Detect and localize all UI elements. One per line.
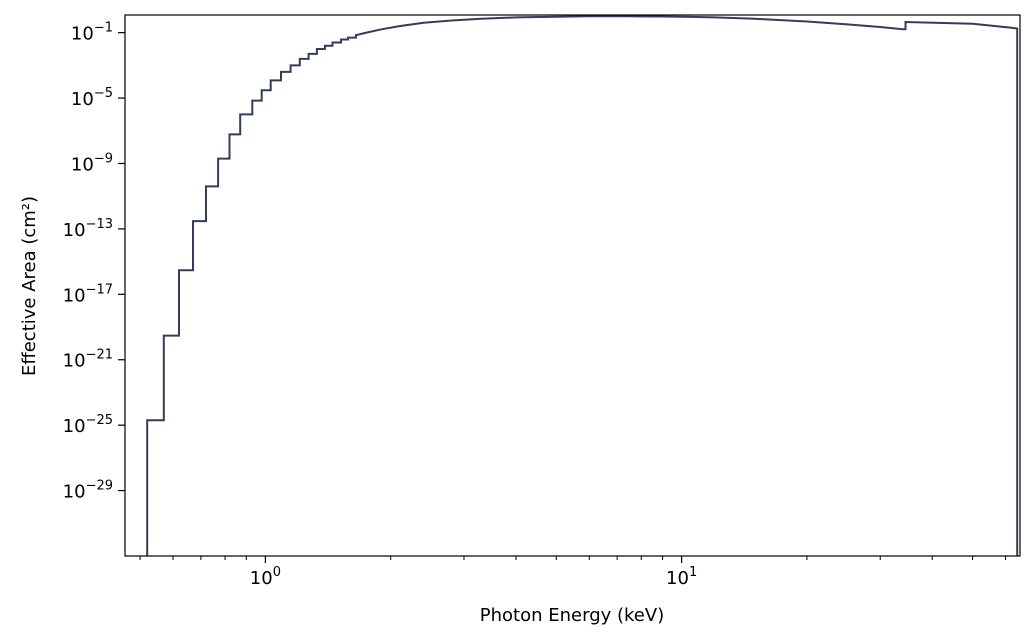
y-tick-label: 10−13: [63, 217, 113, 241]
y-tick-label: 10−17: [63, 282, 113, 306]
effective-area-series-line: [146, 15, 1019, 556]
y-axis-ticks: 10−1 10−5 10−9 10−13 10−17 10−21 10−25 10−29: [63, 21, 125, 503]
y-axis-label: Effective Area (cm²): [19, 196, 40, 376]
x-axis-label: Photon Energy (keV): [480, 605, 664, 626]
y-tick-label: 10−25: [63, 413, 113, 437]
x-tick-label: 101: [666, 565, 697, 589]
y-tick-label: 10−21: [63, 348, 113, 372]
x-tick-label: 100: [250, 565, 281, 589]
y-tick-label: 10−29: [63, 479, 113, 503]
y-tick-label: 10−5: [71, 86, 113, 110]
plot-area-frame: [124, 14, 1021, 557]
y-tick-label: 10−1: [71, 21, 113, 45]
x-axis-ticks: 100 101: [139, 556, 1007, 589]
y-tick-label: 10−9: [71, 151, 113, 175]
